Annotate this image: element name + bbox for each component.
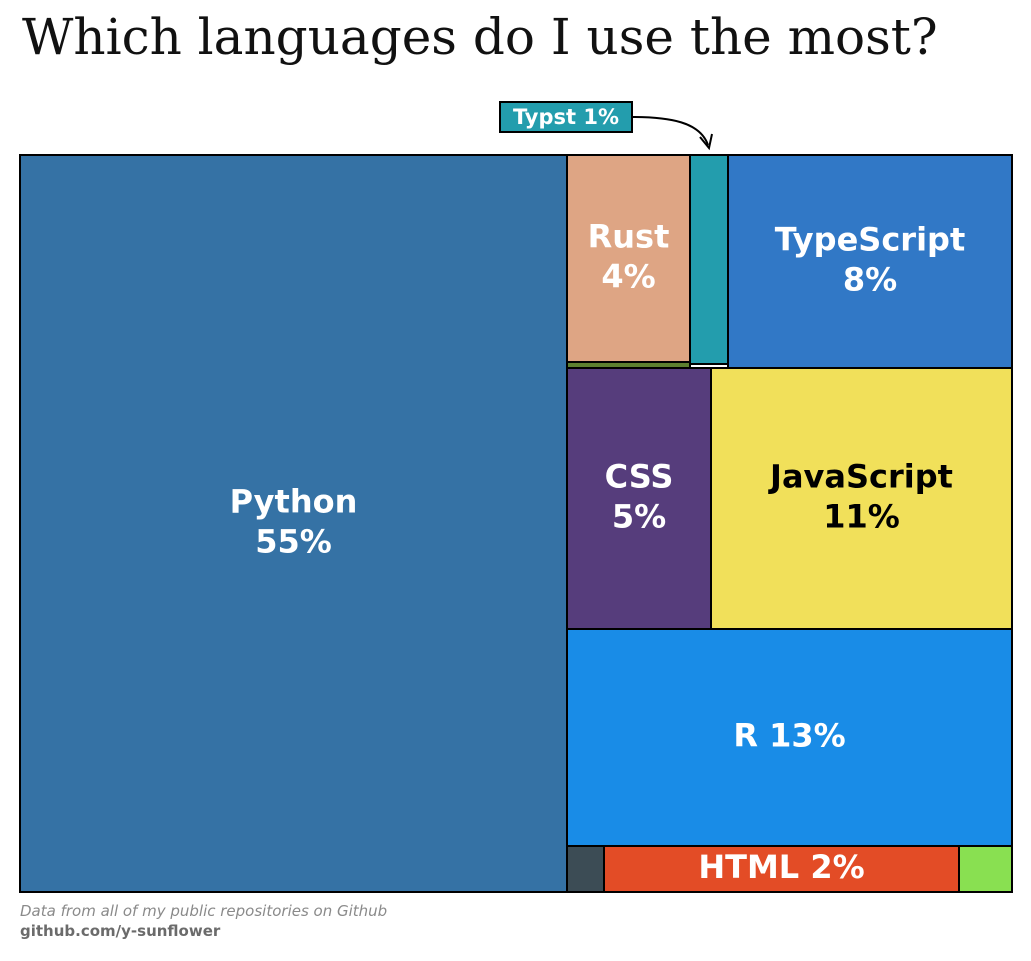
label-css: CSS 5% (605, 458, 674, 536)
tile-rust (566, 154, 691, 363)
footer-source: github.com/y-sunflower (20, 922, 221, 940)
label-r: R 13% (733, 717, 845, 755)
callout-arrowhead (699, 133, 713, 151)
label-python: Python 55% (230, 483, 358, 561)
label-javascript: JavaScript 11% (768, 458, 953, 536)
tile-other-dark-slate (566, 845, 605, 893)
tile-other-light-green (958, 845, 1013, 893)
callout-typst-label: Typst 1% (513, 105, 619, 129)
callout-typst-box (499, 101, 633, 133)
label-typescript: TypeScript 8% (775, 221, 965, 299)
label-rust: Rust 4% (588, 218, 670, 296)
label-html: HTML 2% (698, 848, 864, 886)
chart-title: Which languages do I use the most? (22, 8, 938, 66)
callout-arrow (631, 116, 709, 146)
tile-html (603, 845, 960, 893)
footer-note: Data from all of my public repositories … (20, 902, 388, 920)
tile-python (19, 154, 568, 893)
tile-typst (689, 154, 729, 365)
